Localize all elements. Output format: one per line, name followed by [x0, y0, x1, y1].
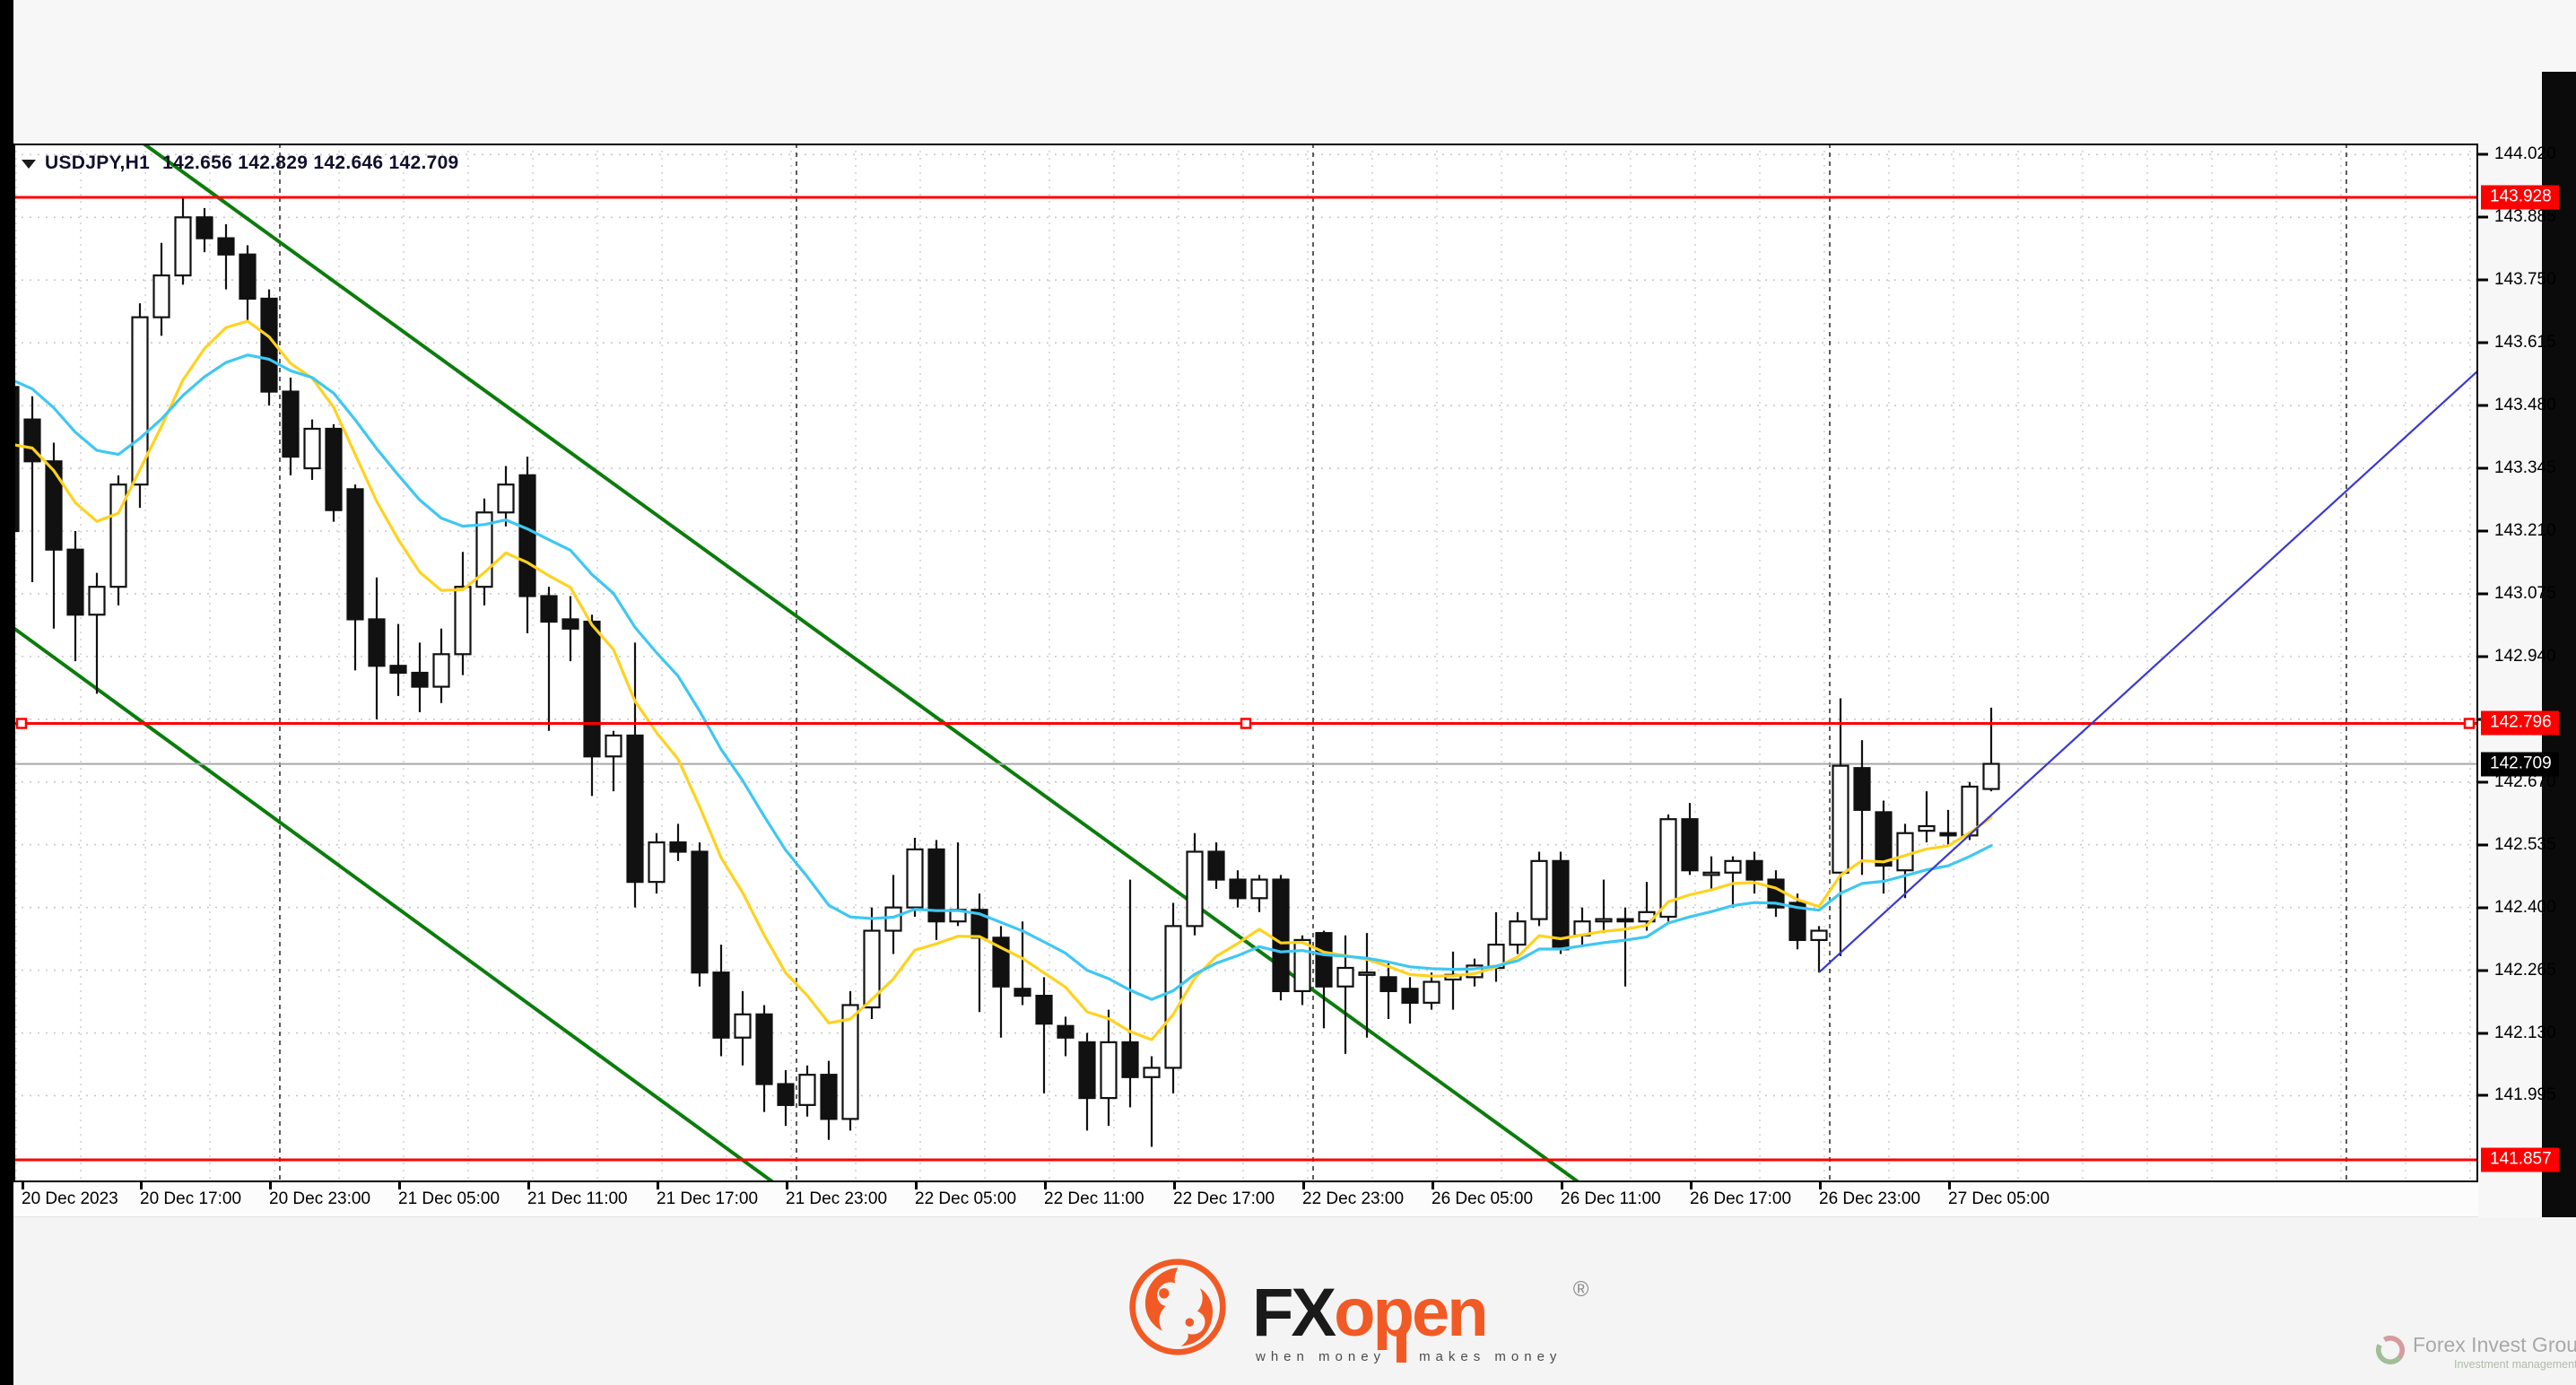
- symbol-period-label: USDJPY,H1: [45, 152, 151, 173]
- price-axis-label: 142.940: [2494, 646, 2556, 666]
- time-axis-tick: [1561, 1182, 1563, 1189]
- fxopen-logo: FXopen ® when money makes money: [1127, 1256, 1588, 1364]
- time-axis-label: 22 Dec 17:00: [1173, 1189, 1275, 1208]
- price-axis-tick: [2478, 215, 2488, 219]
- time-axis-label: 26 Dec 11:00: [1561, 1189, 1661, 1208]
- window-edge-left: [0, 0, 13, 1385]
- time-axis-tick: [398, 1182, 401, 1189]
- time-axis-tick: [269, 1182, 272, 1189]
- ohlc-values: 142.656 142.829 142.646 142.709: [162, 152, 459, 173]
- price-axis-tick: [2478, 843, 2488, 847]
- window-edge-right: [2542, 72, 2576, 1287]
- time-axis-label: 21 Dec 17:00: [657, 1189, 759, 1208]
- price-axis-tick: [2478, 152, 2488, 156]
- time-axis-tick: [1948, 1182, 1951, 1189]
- time-axis-label: 26 Dec 17:00: [1690, 1189, 1792, 1208]
- price-axis-tick: [2478, 906, 2488, 910]
- price-axis-label: 143.075: [2494, 583, 2556, 603]
- hline-price-badge: 143.928: [2481, 185, 2559, 210]
- time-axis-tick: [527, 1182, 530, 1189]
- time-axis-label: 20 Dec 23:00: [269, 1189, 371, 1208]
- watermark-title: Forex Invest Group OU: [2413, 1333, 2576, 1356]
- price-axis-tick: [2478, 655, 2488, 658]
- fxopen-emblem-icon: [1129, 1259, 1226, 1355]
- time-axis-label: 21 Dec 05:00: [398, 1189, 500, 1208]
- price-axis-label: 144.020: [2494, 144, 2556, 164]
- time-axis-label: 26 Dec 23:00: [1819, 1189, 1921, 1208]
- bottom-strip: [13, 1217, 2576, 1385]
- price-axis-label: 142.400: [2494, 897, 2556, 917]
- price-axis-tick: [2478, 341, 2488, 344]
- price-axis-label: 143.345: [2494, 458, 2556, 478]
- time-axis-tick: [1173, 1182, 1176, 1189]
- time-axis-tick: [915, 1182, 918, 1189]
- time-axis-tick: [1432, 1182, 1434, 1189]
- watermark-logo-icon: [2375, 1335, 2406, 1365]
- watermark-subtitle: Investment management company: [2453, 1358, 2576, 1371]
- chevron-down-icon[interactable]: [22, 160, 36, 169]
- price-chart-canvas[interactable]: [15, 145, 2476, 1180]
- fxopen-wordmark: FXopen: [1252, 1275, 1489, 1351]
- time-axis-tick: [1302, 1182, 1305, 1189]
- price-axis-tick: [2478, 969, 2488, 972]
- time-axis-label: 20 Dec 2023: [22, 1189, 118, 1208]
- fxopen-tagline: when money makes money: [1256, 1331, 1562, 1364]
- price-axis-label: 143.615: [2494, 333, 2556, 353]
- time-axis-label: 22 Dec 05:00: [915, 1189, 1017, 1208]
- time-axis: [13, 1182, 2478, 1217]
- price-axis-label: 142.265: [2494, 960, 2556, 980]
- watermark: Forex Invest Group OU Investment managem…: [2375, 1335, 2576, 1371]
- price-axis-label: 143.210: [2494, 520, 2556, 540]
- time-axis-tick: [1819, 1182, 1822, 1189]
- time-axis-label: 27 Dec 05:00: [1948, 1189, 2050, 1208]
- price-axis-tick: [2478, 278, 2488, 282]
- hline-price-badge: 142.796: [2481, 710, 2559, 736]
- tagline-divider: [1397, 1331, 1407, 1363]
- time-axis-tick: [657, 1182, 659, 1189]
- registered-mark: ®: [1572, 1277, 1589, 1302]
- price-axis-tick: [2478, 780, 2488, 784]
- chart-panel[interactable]: [13, 144, 2478, 1182]
- price-axis-tick: [2478, 404, 2488, 407]
- price-axis-label: 143.750: [2494, 270, 2556, 290]
- price-axis-tick: [2478, 1093, 2488, 1097]
- time-axis-tick: [22, 1182, 24, 1189]
- time-axis-label: 22 Dec 23:00: [1302, 1189, 1405, 1208]
- price-axis-tick: [2478, 466, 2488, 470]
- time-axis-label: 20 Dec 17:00: [140, 1189, 242, 1208]
- time-axis-label: 22 Dec 11:00: [1044, 1189, 1144, 1208]
- price-axis-tick: [2478, 1032, 2488, 1035]
- time-axis-label: 26 Dec 05:00: [1432, 1189, 1534, 1208]
- price-axis-label: 142.670: [2494, 771, 2556, 791]
- hline-price-badge: 141.857: [2481, 1147, 2559, 1172]
- current-price-badge: 142.709: [2481, 752, 2559, 777]
- chart-title: USDJPY,H1 142.656 142.829 142.646 142.70…: [22, 152, 459, 174]
- time-axis-tick: [1044, 1182, 1047, 1189]
- time-axis-tick: [140, 1182, 143, 1189]
- time-axis-label: 21 Dec 23:00: [786, 1189, 888, 1208]
- time-axis-tick: [786, 1182, 788, 1189]
- price-axis-label: 142.130: [2494, 1023, 2556, 1042]
- price-axis-label: 142.535: [2494, 834, 2556, 854]
- price-axis-label: 141.995: [2494, 1085, 2556, 1105]
- time-axis-tick: [1690, 1182, 1693, 1189]
- price-axis-label: 143.480: [2494, 396, 2556, 415]
- price-axis-tick: [2478, 592, 2488, 596]
- price-axis-label: 143.885: [2494, 207, 2556, 227]
- time-axis-label: 21 Dec 11:00: [527, 1189, 628, 1208]
- price-axis-tick: [2478, 529, 2488, 533]
